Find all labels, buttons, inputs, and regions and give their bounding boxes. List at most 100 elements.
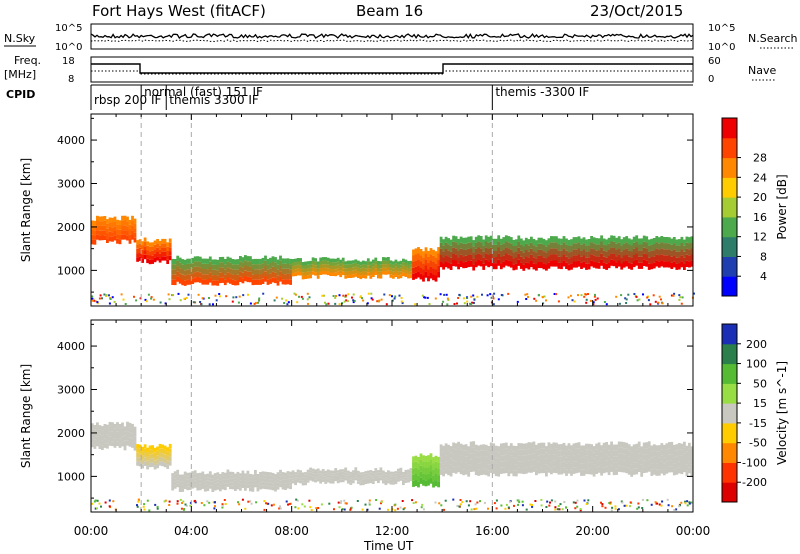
range-band-cell	[314, 258, 317, 262]
range-band-cell	[306, 472, 310, 475]
range-band-cell	[93, 220, 97, 226]
range-band-cell	[600, 463, 603, 470]
range-band-cell	[444, 255, 448, 262]
range-band-cell	[389, 476, 393, 480]
range-band-cell	[407, 469, 410, 473]
range-band-cell	[143, 254, 147, 260]
backscatter-pixel	[218, 293, 221, 295]
range-band-cell	[121, 436, 124, 442]
backscatter-pixel	[504, 507, 507, 510]
range-band-cell	[392, 474, 395, 477]
range-band-cell	[126, 226, 129, 231]
range-band-cell	[610, 259, 613, 266]
range-band-cell	[514, 458, 518, 465]
range-band-cell	[479, 260, 483, 267]
backscatter-pixel	[213, 501, 216, 504]
range-band-cell	[249, 487, 252, 492]
range-band-cell	[444, 249, 448, 256]
range-band-cell	[346, 481, 350, 484]
range-band-cell	[524, 443, 528, 450]
range-band-cell	[582, 261, 586, 268]
range-band-cell	[590, 254, 593, 261]
noise-right-top: 10^5	[708, 23, 735, 34]
range-band-cell	[382, 478, 385, 481]
range-band-cell	[417, 463, 420, 470]
range-band-cell	[547, 460, 551, 467]
range-band-cell	[635, 241, 639, 248]
backscatter-pixel	[378, 507, 381, 510]
range-band-cell	[319, 475, 323, 479]
range-band-cell	[254, 473, 257, 477]
range-band-cell	[412, 474, 415, 481]
range-band-cell	[514, 452, 518, 459]
range-band-cell	[507, 470, 511, 477]
range-band-cell	[489, 460, 493, 467]
range-band-cell	[560, 263, 563, 270]
range-band-cell	[336, 264, 340, 269]
range-band-cell	[206, 258, 210, 264]
range-band-cell	[652, 262, 656, 269]
range-band-cell	[557, 468, 561, 475]
backscatter-pixel	[585, 301, 588, 304]
range-band-cell	[304, 482, 307, 486]
backscatter-pixel	[463, 302, 466, 305]
backscatter-pixel	[633, 293, 636, 295]
backscatter-pixel	[208, 501, 211, 504]
backscatter-pixel	[424, 296, 427, 299]
range-band-cell	[216, 486, 220, 490]
range-band-cell	[239, 480, 242, 484]
backscatter-pixel	[343, 508, 346, 511]
backscatter-pixel	[144, 298, 147, 301]
range-band-cell	[259, 482, 262, 486]
range-band-cell	[351, 267, 355, 271]
range-band-cell	[550, 236, 553, 243]
range-band-cell	[223, 274, 227, 280]
colorbar-tick-label: -100	[742, 456, 767, 469]
range-band-cell	[499, 449, 503, 456]
range-band-cell	[346, 475, 350, 479]
range-band-cell	[301, 480, 305, 483]
range-band-cell	[153, 244, 157, 250]
range-band-cell	[540, 461, 543, 468]
range-band-cell	[524, 467, 528, 474]
backscatter-pixel	[553, 293, 556, 295]
backscatter-pixel	[554, 508, 557, 511]
frequency-panel: Freq. [MHz] 18 8 60 0 Nave	[4, 54, 776, 85]
backscatter-pixel	[600, 501, 602, 504]
range-band-cell	[181, 484, 185, 489]
range-band-cell	[600, 469, 603, 476]
range-band-cell	[407, 268, 410, 272]
range-band-cell	[311, 260, 315, 265]
range-band-cell	[417, 475, 420, 482]
backscatter-pixel	[368, 502, 371, 505]
range-band-cell	[336, 478, 340, 481]
range-band-cell	[259, 472, 262, 476]
range-band-cell	[203, 263, 207, 269]
backscatter-pixel	[179, 299, 182, 302]
range-band-cell	[560, 238, 563, 245]
range-band-cell	[454, 443, 458, 450]
range-band-cell	[236, 478, 240, 483]
backscatter-pixel	[660, 298, 662, 301]
colorbar-tick-label: 28	[753, 152, 767, 165]
range-band-cell	[530, 454, 533, 461]
range-band-cell	[201, 485, 205, 489]
backscatter-pixel	[474, 503, 477, 506]
range-band-cell	[645, 466, 649, 473]
range-band-cell	[454, 455, 458, 462]
colorbar-segment	[722, 118, 737, 139]
range-band-cell	[655, 260, 659, 267]
range-band-cell	[213, 259, 217, 265]
range-band-cell	[464, 249, 468, 256]
range-band-cell	[404, 477, 408, 481]
backscatter-pixel	[339, 502, 342, 504]
range-band-cell	[249, 261, 252, 267]
range-band-cell	[675, 444, 679, 451]
range-band-cell	[517, 253, 521, 260]
range-band-cell	[249, 256, 252, 262]
range-band-cell	[256, 484, 260, 488]
backscatter-pixel	[334, 296, 337, 299]
range-band-cell	[236, 280, 240, 286]
backscatter-pixel	[350, 506, 353, 509]
range-band-cell	[680, 243, 684, 250]
